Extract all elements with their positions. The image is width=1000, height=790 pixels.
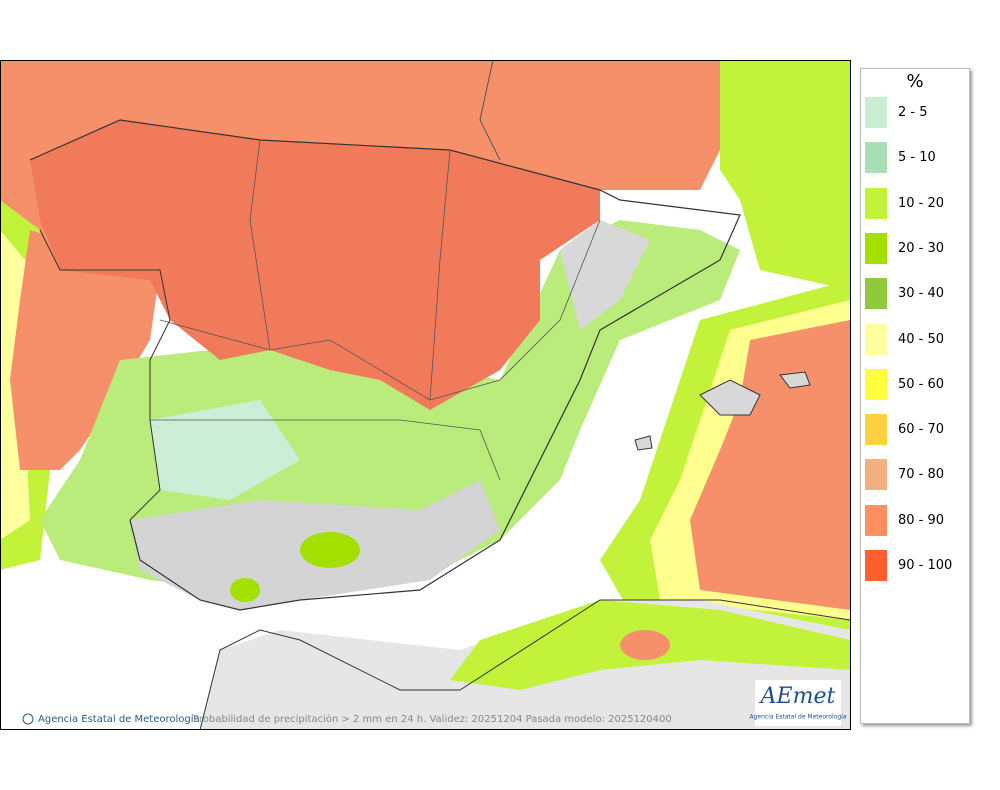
border [39,229,171,521]
region-border [150,419,501,481]
legend-swatch [865,504,887,536]
legend-item: 10 - 20 [865,187,965,219]
logo-box [755,680,841,726]
medium-probability-zone [230,578,260,602]
legend-label: 10 - 20 [898,195,945,211]
low-probability-zone [150,400,300,500]
legend-label: 40 - 50 [898,331,945,347]
legend-label: 20 - 30 [898,240,945,256]
legend-label: 50 - 60 [898,376,945,392]
legend-item: 90 - 100 [865,550,965,581]
legend-item: 20 - 30 [865,232,965,264]
coast [199,599,851,731]
legend-item: 2 - 5 [865,97,965,128]
legend-swatch [865,550,887,581]
relief-zone [560,220,650,330]
map-caption: Probabilidad de precipitación > 2 mm en … [193,713,672,725]
legend-swatch [865,232,887,264]
legend-label: 5 - 10 [898,150,936,166]
island [634,435,653,451]
legend-label: 30 - 40 [898,286,945,302]
legend-swatch [865,459,887,491]
logo-name: AEmet [759,684,836,709]
legend-label: 90 - 100 [898,558,953,573]
legend-swatch [865,278,887,310]
legend-item: 40 - 50 [865,323,965,355]
legend-swatch [865,414,887,446]
island [699,379,761,416]
medium-probability-zone [40,220,740,600]
sea-fringe [720,60,850,290]
map-frame [0,60,851,730]
legend-item: 5 - 10 [865,142,965,174]
legend-label: 60 - 70 [898,422,945,438]
legend-item: 70 - 80 [865,459,965,491]
high-probability-zone [30,120,600,410]
island [779,371,811,389]
legend-swatch [865,368,887,400]
legend: % 2 - 5 5 - 10 10 - 20 20 - 30 30 - 40 40 - 5… [860,68,970,724]
region-border [429,149,451,401]
region-border [249,139,271,351]
agency-credit: Agencia Estatal de Meteorología [38,713,200,725]
legend-item: 60 - 70 [865,414,965,446]
border [479,59,501,161]
high-probability-zone [10,230,160,470]
legend-swatch [865,187,887,219]
legend-title: % [906,71,924,92]
copyright-icon [22,713,34,725]
legend-item: 80 - 90 [865,504,965,536]
logo-subtitle: Agencia Estatal de Meteorología [750,714,847,721]
medium-probability-zone [300,532,360,568]
legend-label: 2 - 5 [898,105,928,120]
border [29,119,741,611]
legend-label: 80 - 90 [898,512,945,528]
legend-item: 50 - 60 [865,368,965,400]
legend-swatch [865,142,887,174]
legend-label: 70 - 80 [898,467,945,483]
high-probability-zone [690,320,850,610]
legend-item: 30 - 40 [865,278,965,310]
legend-swatch [865,97,887,128]
high-probability-zone [620,630,670,660]
legend-swatch [865,323,887,355]
